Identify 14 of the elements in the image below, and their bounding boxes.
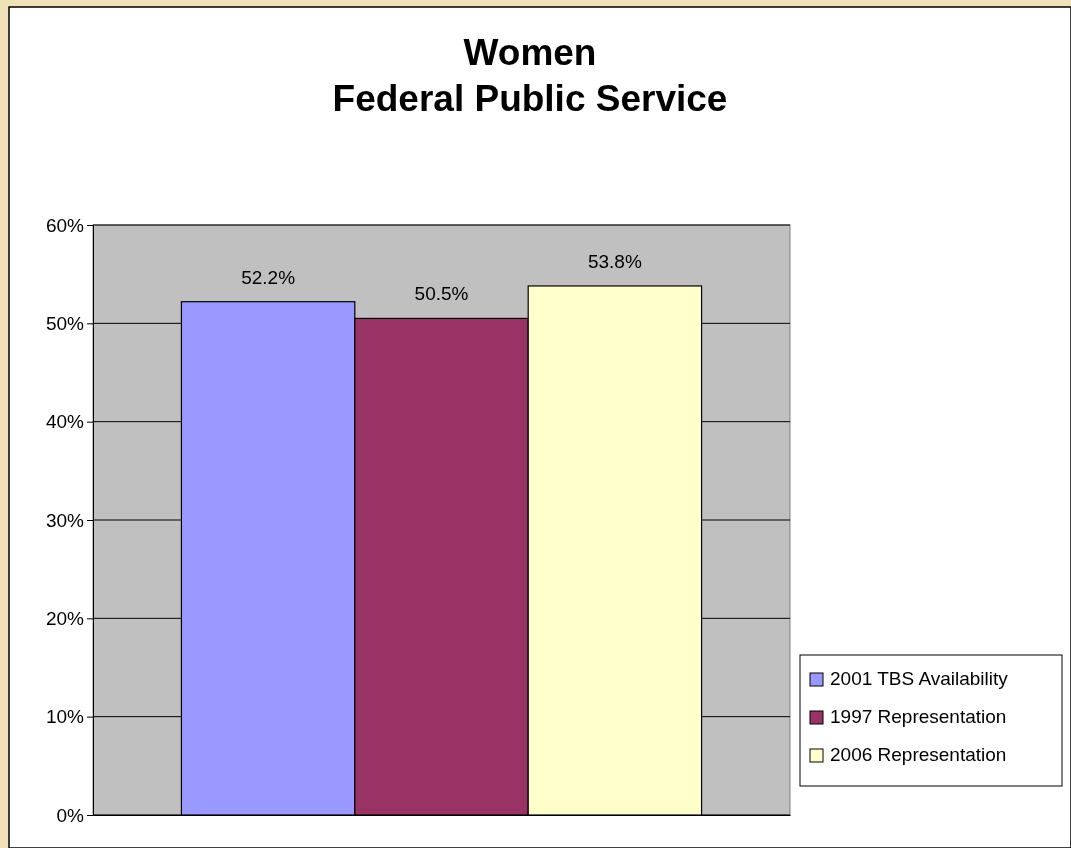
- y-tick-label: 50%: [45, 312, 85, 334]
- y-tick-label: 30%: [45, 509, 85, 531]
- y-tick-label: 20%: [45, 607, 85, 629]
- y-tick-label: 40%: [45, 411, 85, 433]
- data-label: 52.2%: [241, 266, 296, 288]
- data-label: 53.8%: [587, 250, 642, 272]
- y-tick-label: 0%: [56, 804, 85, 826]
- y-tick-label: 60%: [45, 214, 85, 236]
- legend-label: 1997 Representation: [830, 706, 1007, 727]
- data-label: 50.5%: [414, 283, 469, 305]
- legend-label: 2001 TBS Availability: [830, 668, 1009, 689]
- y-tick-label: 10%: [45, 706, 85, 728]
- legend-label: 2006 Representation: [830, 744, 1007, 765]
- chart-title: Women Federal Public Service: [332, 32, 728, 119]
